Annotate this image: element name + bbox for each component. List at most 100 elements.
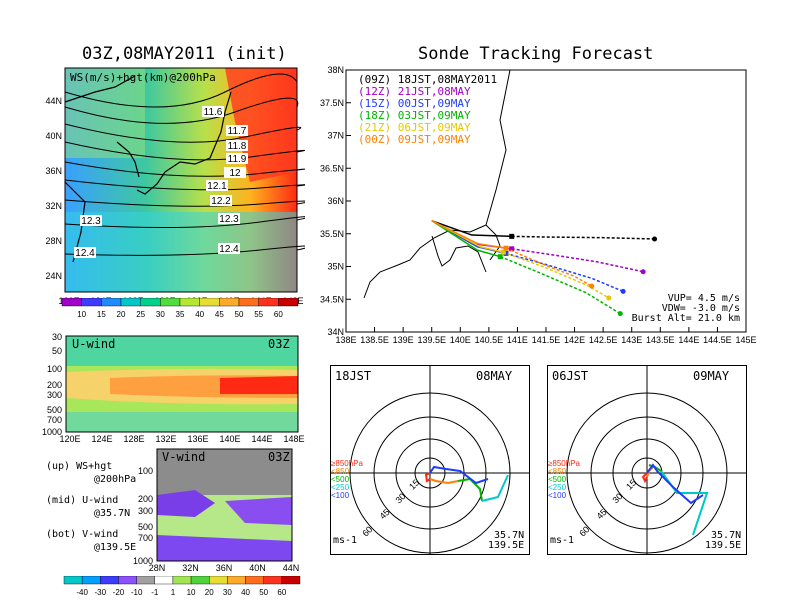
hodograph-1-position: 35.7N 139.5E bbox=[488, 530, 525, 551]
u-lon-tick: 120E bbox=[59, 434, 80, 442]
map-lat-tick: 24N bbox=[45, 271, 62, 281]
colorbar-swatch bbox=[278, 298, 299, 307]
map-lat-tick: 40N bbox=[45, 131, 62, 141]
hodograph-1: 15 30 45 60 18JST 08MAY ms-1 35.7N 139.5E ≥8… bbox=[330, 365, 530, 555]
landing-point bbox=[620, 288, 626, 294]
colorbar-swatch bbox=[154, 576, 174, 585]
colorbar-swatch bbox=[63, 576, 83, 585]
ws-colorbar: 10 15 20 25 30 35 40 45 50 55 60 bbox=[61, 298, 299, 319]
lon-tick-label: 145E bbox=[735, 335, 756, 345]
colorbar-label: 10 bbox=[187, 588, 196, 597]
colorbar-swatch bbox=[190, 576, 210, 585]
vdw-value: VDW= -3.0 m/s bbox=[661, 303, 740, 314]
hodo-trace bbox=[429, 478, 459, 485]
lat-tick-label: 38N bbox=[327, 65, 344, 75]
hodo-trace bbox=[641, 472, 648, 484]
colorbar-label: 25 bbox=[136, 310, 145, 319]
colorbar-label: 50 bbox=[259, 588, 268, 597]
u-pressure-tick: 200 bbox=[47, 380, 62, 390]
hodo-ring-label: 15 bbox=[624, 477, 638, 491]
lon-tick-label: 140.5E bbox=[475, 335, 504, 345]
vup-value: VUP= 4.5 m/s bbox=[667, 293, 740, 304]
colorbar-swatch bbox=[172, 576, 192, 585]
burst-point bbox=[497, 254, 503, 260]
lat-tick-label: 36.5N bbox=[320, 163, 344, 173]
panel-notes: (up) WS+hgt @200hPa (mid) U-wind @35.7N … bbox=[46, 460, 136, 554]
landing-point bbox=[617, 311, 623, 317]
u-pressure-tick: 30 bbox=[52, 332, 62, 342]
colorbar-label: -20 bbox=[113, 588, 125, 597]
track-descent-line bbox=[511, 248, 644, 273]
v-lat-tick: 36N bbox=[216, 563, 233, 573]
colorbar-label: 60 bbox=[274, 310, 283, 319]
v-lat-tick: 28N bbox=[149, 563, 166, 573]
hodograph-1-time: 18JST bbox=[335, 369, 372, 383]
v-pressure-tick: 200 bbox=[138, 494, 153, 504]
height-label: 12.2 bbox=[211, 196, 231, 207]
hodograph-2-unit: ms-1 bbox=[550, 535, 575, 546]
hodograph-1-date: 08MAY bbox=[476, 369, 513, 383]
note-bot-level: @139.5E bbox=[94, 542, 137, 553]
v-pressure-tick: 300 bbox=[138, 506, 153, 516]
map-lat-tick: 28N bbox=[45, 236, 62, 246]
colorbar-swatch bbox=[140, 298, 161, 307]
colorbar-swatch bbox=[136, 576, 155, 585]
v-lat-tick: 44N bbox=[283, 563, 300, 573]
hodograph-1-levels: ≥850hPa <850 <500 <250 <100 bbox=[331, 459, 363, 500]
hodograph-2: 15 30 45 60 06JST 09MAY ms-1 35.7N 139.5E ≥8… bbox=[547, 365, 747, 555]
map-lat-ticks: 44N 40N 36N 32N 28N 24N bbox=[45, 96, 62, 281]
hodo-ring-label: 30 bbox=[393, 491, 407, 505]
lat-tick-label: 35.5N bbox=[320, 229, 344, 239]
colorbar-label: 60 bbox=[277, 588, 286, 597]
track-series bbox=[431, 219, 658, 317]
colorbar-label: 40 bbox=[195, 310, 204, 319]
colorbar-label: 30 bbox=[223, 588, 232, 597]
u-lon-tick: 124E bbox=[91, 434, 112, 442]
height-label: 12.3 bbox=[219, 214, 239, 225]
height-label: 12 bbox=[229, 168, 241, 179]
colorbar-swatch bbox=[81, 298, 102, 307]
colorbar-label: 35 bbox=[176, 310, 185, 319]
hodograph-2-date: 09MAY bbox=[693, 369, 730, 383]
colorbar-label: 50 bbox=[235, 310, 244, 319]
v-wind-time: 03Z bbox=[268, 450, 290, 464]
colorbar-label: 15 bbox=[97, 310, 106, 319]
lat-tick-label: 34N bbox=[327, 327, 344, 337]
colorbar-label: 1 bbox=[171, 588, 176, 597]
lat-tick-label: 36N bbox=[327, 196, 344, 206]
track-descent-line bbox=[502, 251, 610, 299]
lon-tick-label: 138E bbox=[335, 335, 356, 345]
track-descent-line bbox=[500, 255, 621, 315]
u-lon-tick: 140E bbox=[219, 434, 240, 442]
u-wind-title: U-wind bbox=[72, 337, 116, 351]
colorbar-swatch bbox=[219, 298, 240, 307]
lon-tick-label: 143.5E bbox=[646, 335, 675, 345]
height-label: 12.1 bbox=[207, 181, 227, 192]
legend-item-12z: (12Z) 21JST,08MAY bbox=[358, 85, 471, 98]
v-colorbar: -40 -30 -20 -10 -1 1 10 20 30 40 50 60 bbox=[63, 576, 301, 597]
note-mid: (mid) U-wind bbox=[46, 495, 119, 506]
landing-point bbox=[589, 283, 595, 289]
track-lat-ticks: 34N 34.5N 35N 35.5N 36N 36.5N 37N 37.5N 38N bbox=[320, 65, 351, 337]
track-descent-line bbox=[505, 252, 624, 293]
u-pressure-tick: 300 bbox=[47, 390, 62, 400]
u-pressure-tick: 500 bbox=[47, 405, 62, 415]
u-pressure-tick: 50 bbox=[52, 346, 62, 356]
track-plot-area bbox=[345, 69, 747, 333]
lat-tick-label: 37.5N bbox=[320, 98, 344, 108]
lon-tick-label: 138.5E bbox=[360, 335, 389, 345]
burst-point bbox=[509, 246, 515, 252]
colorbar-label: 40 bbox=[241, 588, 250, 597]
colorbar-swatch bbox=[281, 576, 301, 585]
lon-tick-label: 142E bbox=[564, 335, 585, 345]
track-coastline bbox=[363, 69, 511, 299]
map-lat-tick: 44N bbox=[45, 96, 62, 106]
u-lon-tick: 136E bbox=[187, 434, 208, 442]
hodograph-2-time: 06JST bbox=[552, 369, 589, 383]
landing-point bbox=[606, 295, 612, 301]
hodo-trace bbox=[429, 465, 489, 485]
v-wind-title: V-wind bbox=[162, 450, 206, 464]
u-lon-tick: 132E bbox=[155, 434, 176, 442]
lon-tick-label: 144E bbox=[678, 335, 699, 345]
